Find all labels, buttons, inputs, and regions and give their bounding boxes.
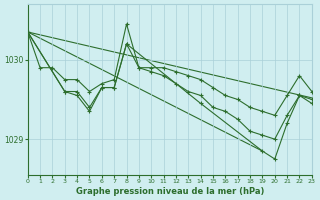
X-axis label: Graphe pression niveau de la mer (hPa): Graphe pression niveau de la mer (hPa) [76,187,264,196]
